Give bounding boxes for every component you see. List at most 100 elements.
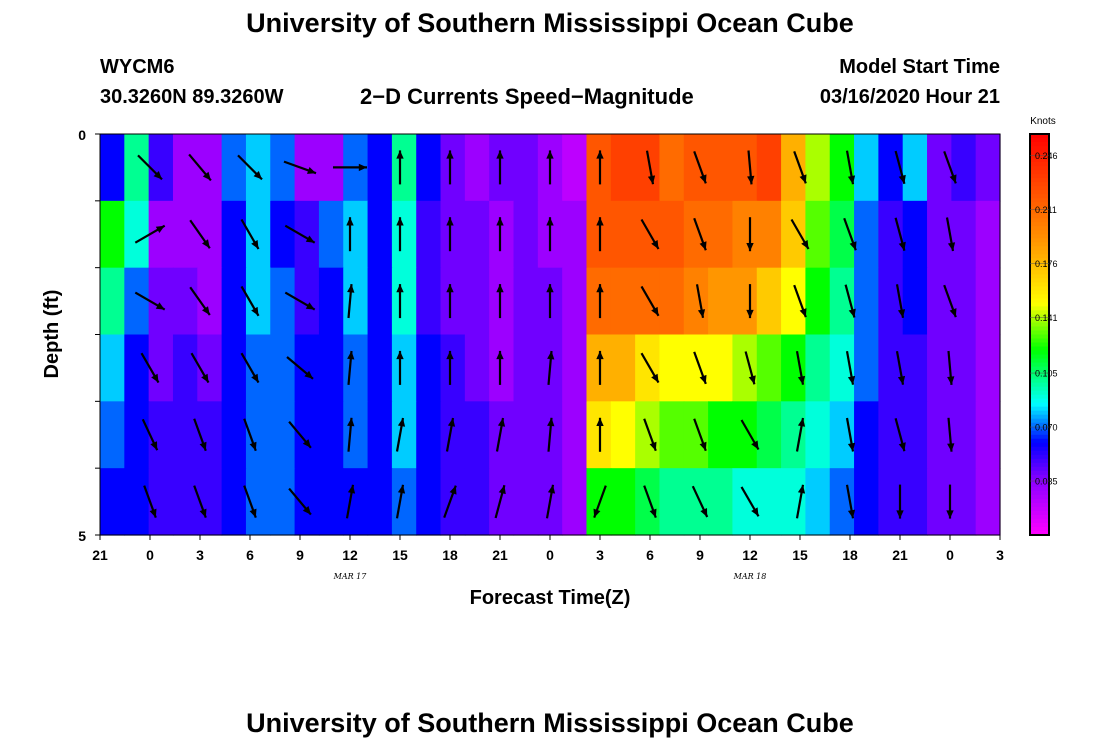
heatmap-cell	[951, 468, 977, 536]
colorbar-segment	[1030, 466, 1049, 472]
current-arrow	[446, 217, 454, 252]
heatmap-cell	[270, 401, 296, 469]
colorbar-segment	[1030, 362, 1049, 368]
heatmap-cell	[659, 334, 685, 402]
heatmap-cell	[708, 468, 734, 536]
heatmap-cell	[635, 200, 661, 269]
colorbar-segment	[1030, 178, 1049, 183]
heatmap-cell	[951, 200, 977, 269]
current-arrow	[596, 284, 604, 319]
heatmap-cell	[562, 134, 588, 202]
heatmap-cell	[756, 200, 782, 269]
current-arrow	[496, 284, 504, 319]
colorbar-segment	[1030, 226, 1049, 231]
heatmap-cell	[927, 401, 952, 469]
heatmap-cell	[197, 468, 223, 536]
colorbar-segment	[1030, 166, 1049, 171]
colorbar: 0.246 0.211 0.176 0.141 0.105 0.070 0.035	[1029, 133, 1058, 536]
heatmap-cell	[708, 334, 734, 402]
current-arrow	[134, 291, 166, 311]
colorbar-segment	[1030, 210, 1049, 215]
colorbar-segment	[1030, 334, 1049, 340]
heatmap-cell	[781, 468, 806, 536]
colorbar-segment	[1030, 310, 1049, 316]
heatmap-cell	[416, 334, 442, 402]
current-arrow	[645, 150, 656, 185]
current-arrow	[396, 150, 404, 185]
colorbar-segment	[1030, 198, 1049, 203]
heatmap-cell	[854, 334, 879, 402]
x-tick-label: 3	[996, 547, 1004, 563]
current-arrow	[188, 153, 212, 182]
x-tick-label: 6	[246, 547, 254, 563]
heatmap-cell	[464, 200, 490, 269]
heatmap-cell	[683, 401, 709, 469]
x-tick-label: 0	[546, 547, 554, 563]
heatmap-cell	[927, 468, 952, 536]
station-coords: 30.3260N 89.3260W	[100, 86, 284, 108]
heatmap-cell	[951, 401, 977, 469]
date-label: MAR 18	[733, 572, 767, 581]
colorbar-segment	[1030, 218, 1049, 223]
heatmap-cell	[440, 200, 466, 269]
heatmap-cell	[391, 401, 417, 469]
y-tick-label: 5	[78, 528, 86, 544]
heatmap-cell	[148, 401, 174, 469]
heatmap-cell	[659, 267, 685, 336]
heatmap-cell	[318, 267, 344, 336]
current-arrow	[288, 487, 312, 516]
missing-data-cell	[1071, 134, 1079, 174]
current-arrow	[740, 486, 760, 517]
colorbar-tick-label: 0.176	[1035, 259, 1058, 269]
colorbar-segment	[1030, 238, 1049, 243]
heatmap-cell	[951, 267, 977, 336]
current-arrow	[895, 284, 906, 318]
colorbar-segment	[1030, 202, 1049, 207]
colorbar-segment	[1030, 442, 1049, 448]
current-arrow	[896, 484, 904, 519]
heatmap-cell	[416, 134, 442, 202]
current-arrow	[845, 150, 856, 185]
current-arrow	[843, 217, 857, 251]
current-arrow	[546, 284, 554, 319]
heatmap-cell	[294, 468, 320, 536]
heatmap-cell	[489, 267, 515, 336]
current-arrow	[333, 163, 367, 172]
heatmap-cell	[927, 334, 952, 402]
current-arrow	[695, 284, 706, 318]
current-arrow	[396, 217, 404, 252]
heatmap-cell	[781, 334, 806, 402]
heatmap-cell	[975, 334, 1001, 402]
current-arrow	[943, 284, 957, 318]
heatmap-cell	[343, 468, 369, 536]
current-arrow	[845, 484, 856, 519]
heatmap-cell	[927, 200, 952, 269]
current-arrow	[494, 484, 506, 519]
heatmap-cell	[975, 267, 1001, 336]
colorbar-segment	[1030, 242, 1049, 247]
station-id: WYCM6	[100, 56, 175, 78]
colorbar-segment	[1030, 462, 1049, 468]
heatmap-cell	[416, 401, 442, 469]
heatmap-cell	[221, 134, 247, 202]
colorbar-segment	[1030, 482, 1049, 488]
current-arrow	[845, 417, 856, 452]
colorbar-segment	[1030, 182, 1049, 187]
x-tick-label: 21	[892, 547, 908, 563]
current-arrow	[744, 351, 756, 385]
current-arrow	[894, 418, 906, 452]
colorbar-segment	[1030, 194, 1049, 199]
heatmap-cell	[270, 334, 296, 402]
heatmap-cell	[124, 267, 150, 336]
x-tick-label: 15	[792, 547, 808, 563]
current-arrow	[190, 352, 210, 384]
heatmap-cell	[659, 134, 685, 202]
heatmap-cell	[124, 200, 150, 269]
heatmap-cell	[610, 401, 636, 469]
current-arrow	[396, 350, 404, 385]
colorbar-segment	[1030, 230, 1049, 235]
heatmap-cell	[318, 468, 344, 536]
current-arrow	[193, 418, 207, 452]
heatmap-cell	[294, 200, 320, 269]
colorbar-segment	[1030, 326, 1049, 332]
